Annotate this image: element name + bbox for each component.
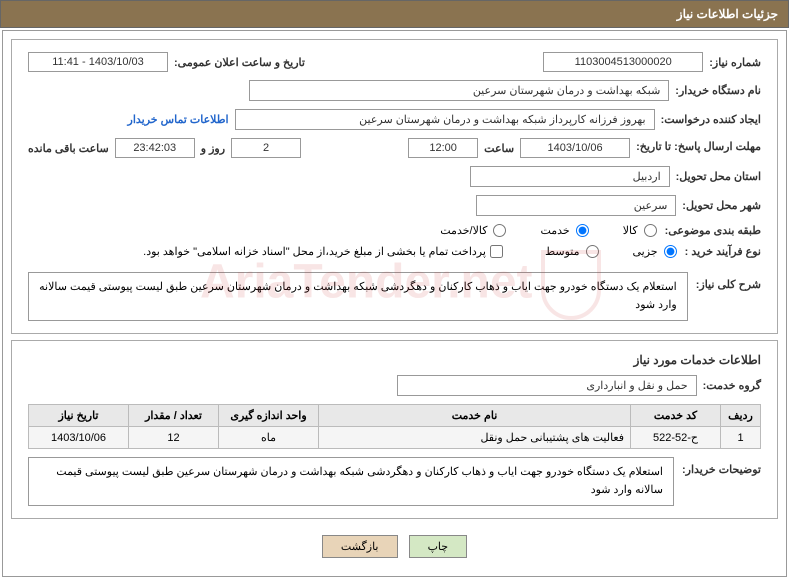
services-section-title: اطلاعات خدمات مورد نیاز (28, 353, 761, 367)
city-value: سرعین (476, 195, 676, 216)
radio-goods-service[interactable]: کالا/خدمت (440, 224, 508, 237)
row-city: شهر محل تحویل: سرعین (28, 195, 761, 216)
th-name: نام خدمت (319, 405, 631, 427)
row-buyer-device: نام دستگاه خریدار: شبکه بهداشت و درمان ش… (28, 80, 761, 101)
outer-container: AriaTender.net شماره نیاز: 1103004513000… (2, 30, 787, 577)
radio-partial[interactable]: جزیی (633, 245, 679, 258)
th-date: تاریخ نیاز (29, 405, 129, 427)
service-group-value: حمل و نقل و انبارداری (397, 375, 697, 396)
header-bar: جزئیات اطلاعات نیاز (0, 0, 789, 28)
table-header-row: ردیف کد خدمت نام خدمت واحد اندازه گیری ت… (29, 405, 761, 427)
contact-link[interactable]: اطلاعات تماس خریدار (128, 113, 229, 126)
table-row: 1 ح-52-522 فعالیت های پشتیبانی حمل ونقل … (29, 427, 761, 449)
province-value: اردبیل (470, 166, 670, 187)
radio-medium[interactable]: متوسط (545, 245, 601, 258)
back-button[interactable]: بازگشت (322, 535, 398, 558)
deadline-label: مهلت ارسال پاسخ: تا تاریخ: (636, 140, 761, 155)
announce-datetime-value: 1403/10/03 - 11:41 (28, 52, 168, 72)
buyer-device-label: نام دستگاه خریدار: (675, 84, 761, 97)
need-number-label: شماره نیاز: (709, 56, 761, 69)
city-label: شهر محل تحویل: (682, 199, 761, 212)
row-service-group: گروه خدمت: حمل و نقل و انبارداری (28, 375, 761, 396)
general-desc-value: استعلام یک دستگاه خودرو جهت ایاب و ذهاب … (28, 272, 688, 321)
form-section-main: شماره نیاز: 1103004513000020 تاریخ و ساع… (11, 39, 778, 334)
row-need-number: شماره نیاز: 1103004513000020 تاریخ و ساع… (28, 52, 761, 72)
countdown-value: 23:42:03 (115, 138, 195, 158)
td-row: 1 (721, 427, 761, 449)
request-creator-value: بهروز فرزانه کارپرداز شبکه بهداشت و درما… (235, 109, 655, 130)
request-creator-label: ایجاد کننده درخواست: (661, 113, 761, 126)
radio-goods[interactable]: کالا (623, 224, 659, 237)
need-number-value: 1103004513000020 (543, 52, 703, 72)
td-name: فعالیت های پشتیبانی حمل ونقل (319, 427, 631, 449)
province-label: استان محل تحویل: (676, 170, 761, 183)
header-title: جزئیات اطلاعات نیاز (677, 7, 778, 21)
th-code: کد خدمت (631, 405, 721, 427)
buyer-notes-value: استعلام یک دستگاه خودرو جهت ایاب و ذهاب … (28, 457, 674, 506)
row-general-desc: شرح کلی نیاز: استعلام یک دستگاه خودرو جه… (28, 272, 761, 321)
row-purchase-type: نوع فرآیند خرید : جزیی متوسط پرداخت تمام… (28, 245, 761, 258)
form-section-services: اطلاعات خدمات مورد نیاز گروه خدمت: حمل و… (11, 340, 778, 519)
th-row: ردیف (721, 405, 761, 427)
td-code: ح-52-522 (631, 427, 721, 449)
radio-service[interactable]: خدمت (540, 224, 590, 237)
button-row: چاپ بازگشت (11, 525, 778, 568)
buyer-device-value: شبکه بهداشت و درمان شهرستان سرعین (249, 80, 669, 101)
service-group-label: گروه خدمت: (703, 379, 761, 392)
row-deadline: مهلت ارسال پاسخ: تا تاریخ: 1403/10/06 سا… (28, 138, 761, 158)
category-label: طبقه بندی موضوعی: (665, 224, 761, 237)
row-category: طبقه بندی موضوعی: کالا خدمت کالا/خدمت (28, 224, 761, 237)
row-request-creator: ایجاد کننده درخواست: بهروز فرزانه کارپرد… (28, 109, 761, 130)
buyer-notes-label: توضیحات خریدار: (682, 457, 761, 476)
days-value: 2 (231, 138, 301, 158)
row-province: استان محل تحویل: اردبیل (28, 166, 761, 187)
deadline-time-value: 12:00 (408, 138, 478, 158)
td-date: 1403/10/06 (29, 427, 129, 449)
row-buyer-notes: توضیحات خریدار: استعلام یک دستگاه خودرو … (28, 457, 761, 506)
time-label: ساعت (484, 142, 514, 155)
days-label: روز و (201, 142, 225, 155)
print-button[interactable]: چاپ (409, 535, 468, 558)
td-qty: 12 (129, 427, 219, 449)
td-unit: ماه (219, 427, 319, 449)
services-table: ردیف کد خدمت نام خدمت واحد اندازه گیری ت… (28, 404, 761, 449)
th-qty: تعداد / مقدار (129, 405, 219, 427)
general-desc-label: شرح کلی نیاز: (696, 272, 761, 291)
deadline-date-value: 1403/10/06 (520, 138, 630, 158)
th-unit: واحد اندازه گیری (219, 405, 319, 427)
announce-datetime-label: تاریخ و ساعت اعلان عمومی: (174, 56, 305, 69)
payment-checkbox[interactable]: پرداخت تمام یا بخشی از مبلغ خرید،از محل … (143, 245, 503, 258)
purchase-type-label: نوع فرآیند خرید : (685, 245, 761, 258)
remaining-label: ساعت باقی مانده (28, 142, 109, 155)
